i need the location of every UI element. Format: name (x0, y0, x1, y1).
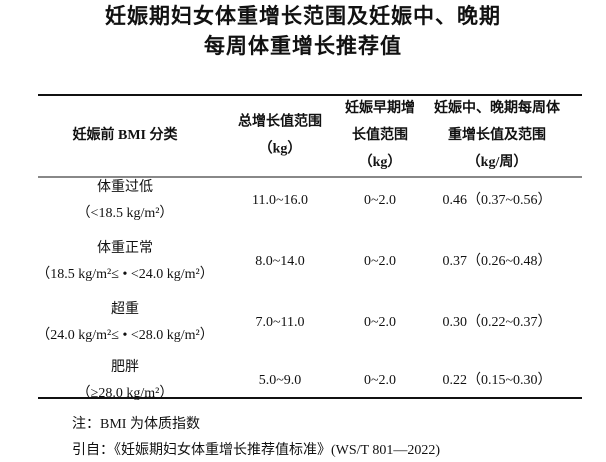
title-line: 每周体重增长推荐值 (204, 34, 402, 58)
note: 注：BMI 为体质指数 (72, 416, 200, 432)
header-cell: 长值范围 (352, 126, 408, 143)
header-cell: 妊娠中、晚期每周体 (434, 99, 561, 116)
category-cell: （18.5 kg/m²≤ • <24.0 kg/m²） (36, 266, 213, 282)
header-cell: 妊娠早期增 (345, 99, 415, 116)
value-cell: 0~2.0 (364, 373, 396, 388)
value-cell: 8.0~14.0 (255, 254, 305, 269)
value-cell: 0.46（0.37~0.56） (442, 192, 551, 208)
value-cell: 0~2.0 (364, 315, 396, 330)
title-line: 妊娠期妇女体重增长范围及妊娠中、晚期 (105, 4, 501, 28)
value-cell: 0~2.0 (364, 254, 396, 269)
category-cell: 肥胖 (111, 359, 139, 375)
header-cell: （kg） (359, 154, 402, 170)
value-cell: 0~2.0 (364, 193, 396, 208)
value-cell: 5.0~9.0 (259, 373, 302, 388)
value-cell: 11.0~16.0 (252, 193, 308, 208)
category-cell: （<18.5 kg/m²） (77, 205, 174, 221)
note: 引自：《妊娠期妇女体重增长推荐值标准》(WS/T 801—2022) (72, 441, 440, 458)
header-cell: 总增长值范围 (238, 113, 322, 130)
category-cell: 体重过低 (97, 179, 153, 195)
value-cell: 0.22（0.15~0.30） (442, 372, 551, 388)
value-cell: 7.0~11.0 (255, 315, 304, 330)
header-cell: （kg/周） (467, 154, 528, 170)
category-cell: 体重正常 (97, 240, 153, 256)
category-cell: （24.0 kg/m²≤ • <28.0 kg/m²） (36, 327, 213, 343)
header-cell: 重增长值及范围 (448, 126, 546, 143)
header-cell: （kg） (259, 141, 302, 157)
value-cell: 0.37（0.26~0.48） (442, 253, 551, 269)
header-cell: 妊娠前 BMI 分类 (73, 126, 179, 143)
category-cell: （≥28.0 kg/m²） (77, 385, 174, 401)
category-cell: 超重 (111, 301, 139, 317)
value-cell: 0.30（0.22~0.37） (442, 314, 551, 330)
